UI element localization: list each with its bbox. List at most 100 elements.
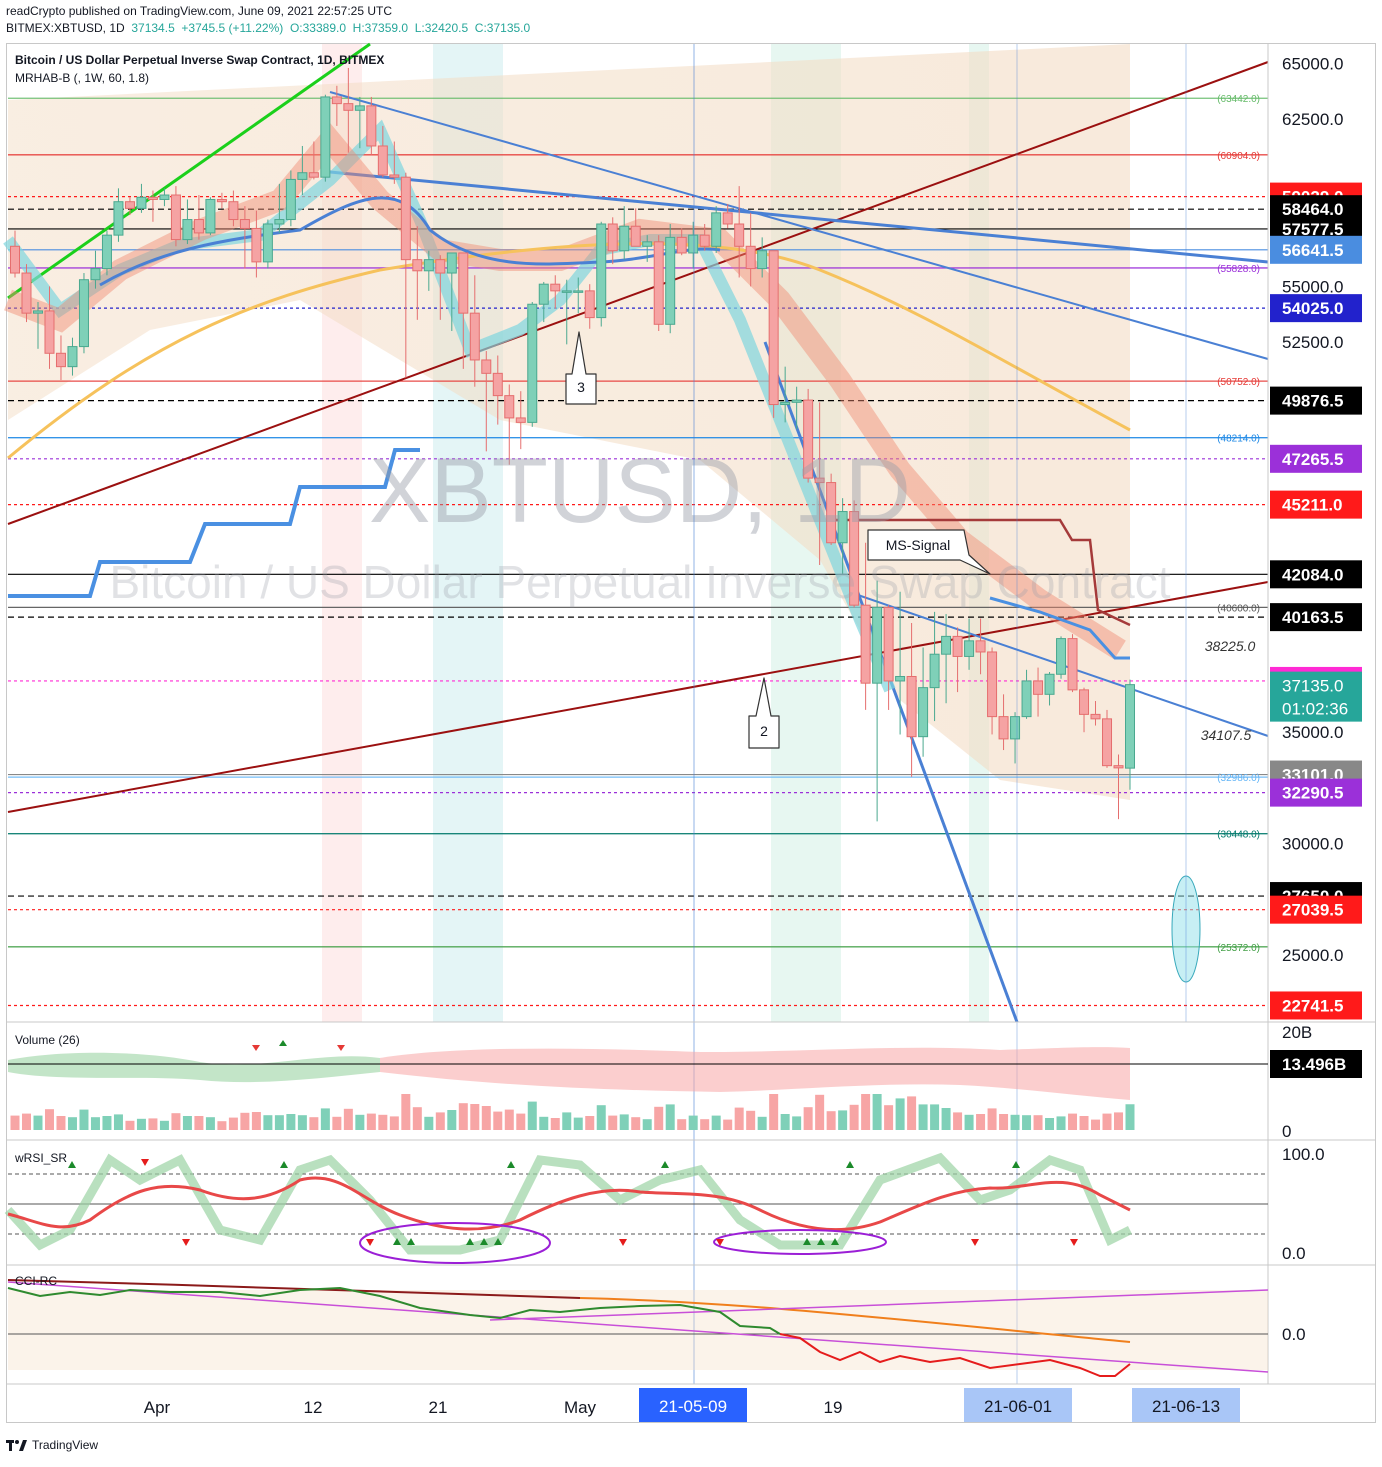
candle-39 [458,252,469,314]
candle-95 [1102,718,1113,767]
chart-legend-indicator: MRHAB-B (, 1W, 60, 1.8) [15,71,149,85]
candle-87 [1010,716,1021,740]
volume-bar-41 [481,1106,491,1130]
candle-36 [423,259,434,272]
volume-label: 13.496B [1282,1055,1346,1074]
candle-30 [354,105,365,111]
wrsi-tick-0: 0.0 [1282,1244,1306,1263]
volume-bar-60 [700,1119,710,1130]
volume-bar-59 [688,1115,698,1130]
volume-bar-16 [194,1116,204,1130]
callout-3: 3 [565,331,597,405]
candle-5 [67,346,78,368]
candle-65 [757,250,768,270]
candle-93 [1079,689,1090,715]
wrsi-down-arrow-1 [182,1239,190,1246]
candle-97 [1125,684,1135,769]
volume-bar-47 [550,1118,560,1130]
trendline-darkred-upper [7,61,1269,525]
candle-70 [814,477,825,484]
candle-31 [366,105,377,147]
candle-58 [676,236,687,254]
candle-69 [803,399,814,479]
volume-band-red [380,1047,1130,1100]
volume-bar-20 [240,1112,250,1130]
level-note-7: (30448.0) [1217,830,1260,841]
price-label-14: 27039.5 [1282,901,1343,920]
volume-bar-42 [493,1111,503,1130]
ohlc-header: BITMEX:XBTUSD, 1D 37134.5 +3745.5 (+11.2… [6,21,530,35]
volume-bar-0 [10,1115,20,1130]
price-label-box-7 [1270,490,1362,519]
volume-bar-61 [711,1115,721,1130]
volume-bar-53 [619,1114,629,1130]
cci-green-line [7,1286,781,1335]
volume-bar-91 [1056,1116,1066,1130]
candle-8 [101,234,112,270]
volume-bar-4 [56,1116,66,1130]
volume-bar-43 [504,1109,514,1130]
volume-bar-28 [332,1116,342,1130]
time-axis[interactable]: Apr 12 21 May 19 21-05-09 21-06-01 21-06… [144,1388,1240,1422]
volume-bar-71 [826,1111,836,1130]
volume-bar-12 [148,1118,158,1130]
candle-96 [1113,765,1124,769]
candle-32 [377,145,388,176]
volume-bar-82 [953,1112,963,1130]
wrsi-up-arrow-2 [393,1238,401,1245]
ma-blue-upper [99,196,721,287]
time-label-apr: Apr [144,1398,171,1417]
candle-4 [55,352,66,368]
price-tick-3: 52500.0 [1282,333,1343,352]
volume-bar-85 [987,1108,997,1130]
wrsi-up-arrow-11 [831,1238,839,1245]
time-highlight-0601 [964,1388,1072,1422]
volume-bar-1 [21,1113,31,1130]
candles [10,67,1135,822]
candle-44 [515,417,526,423]
candle-22 [262,223,273,263]
candle-62 [722,212,733,225]
cci-pane: CCI-RC [7,1274,1269,1377]
candle-49 [573,290,584,293]
price-label-7: 45211.0 [1282,496,1343,515]
low-value: L:32420.5 [414,21,469,35]
volume-bar-7 [90,1117,100,1130]
price-axis[interactable]: 65000.0 62500.0 55000.0 52500.0 35000.0 30000… [1270,55,1362,1345]
volume-bar-46 [539,1116,549,1130]
volume-bar-45 [527,1101,537,1130]
volume-bar-62 [723,1119,733,1130]
candle-42 [492,372,503,397]
volume-bar-49 [573,1117,583,1130]
candle-0 [10,245,20,274]
time-label-21: 21 [429,1398,448,1417]
candle-73 [849,511,860,606]
candle-82 [952,635,963,657]
tradingview-logo[interactable]: TradingView [6,1438,98,1452]
volume-bar-97 [1125,1104,1135,1130]
candle-78 [906,675,917,738]
vol-marker-green-1 [279,1040,287,1046]
wrsi-up-arrow-0 [68,1161,76,1168]
volume-bar-55 [642,1119,652,1130]
volume-bar-3 [44,1109,54,1130]
trendline-darkred-lower [7,581,1269,813]
wrsi-up-arrow-6 [494,1238,502,1245]
candle-61 [711,212,722,247]
wrsi-curve [7,1176,1131,1232]
volume-bar-6 [79,1109,89,1130]
volume-bar-96 [1114,1112,1124,1130]
volume-bar-38 [447,1110,457,1130]
volume-bar-35 [412,1107,422,1130]
wrsi-down-arrow-2 [366,1239,374,1246]
candle-50 [584,290,595,319]
volume-bar-67 [780,1114,790,1130]
volume-bar-8 [102,1116,112,1130]
volume-label-box [1270,1050,1362,1078]
wrsi-up-arrow-10 [817,1238,825,1245]
time-highlight-0613 [1132,1388,1240,1422]
volume-bar-90 [1045,1118,1055,1130]
candle-6 [78,279,89,348]
chart-frame [6,43,1376,1423]
